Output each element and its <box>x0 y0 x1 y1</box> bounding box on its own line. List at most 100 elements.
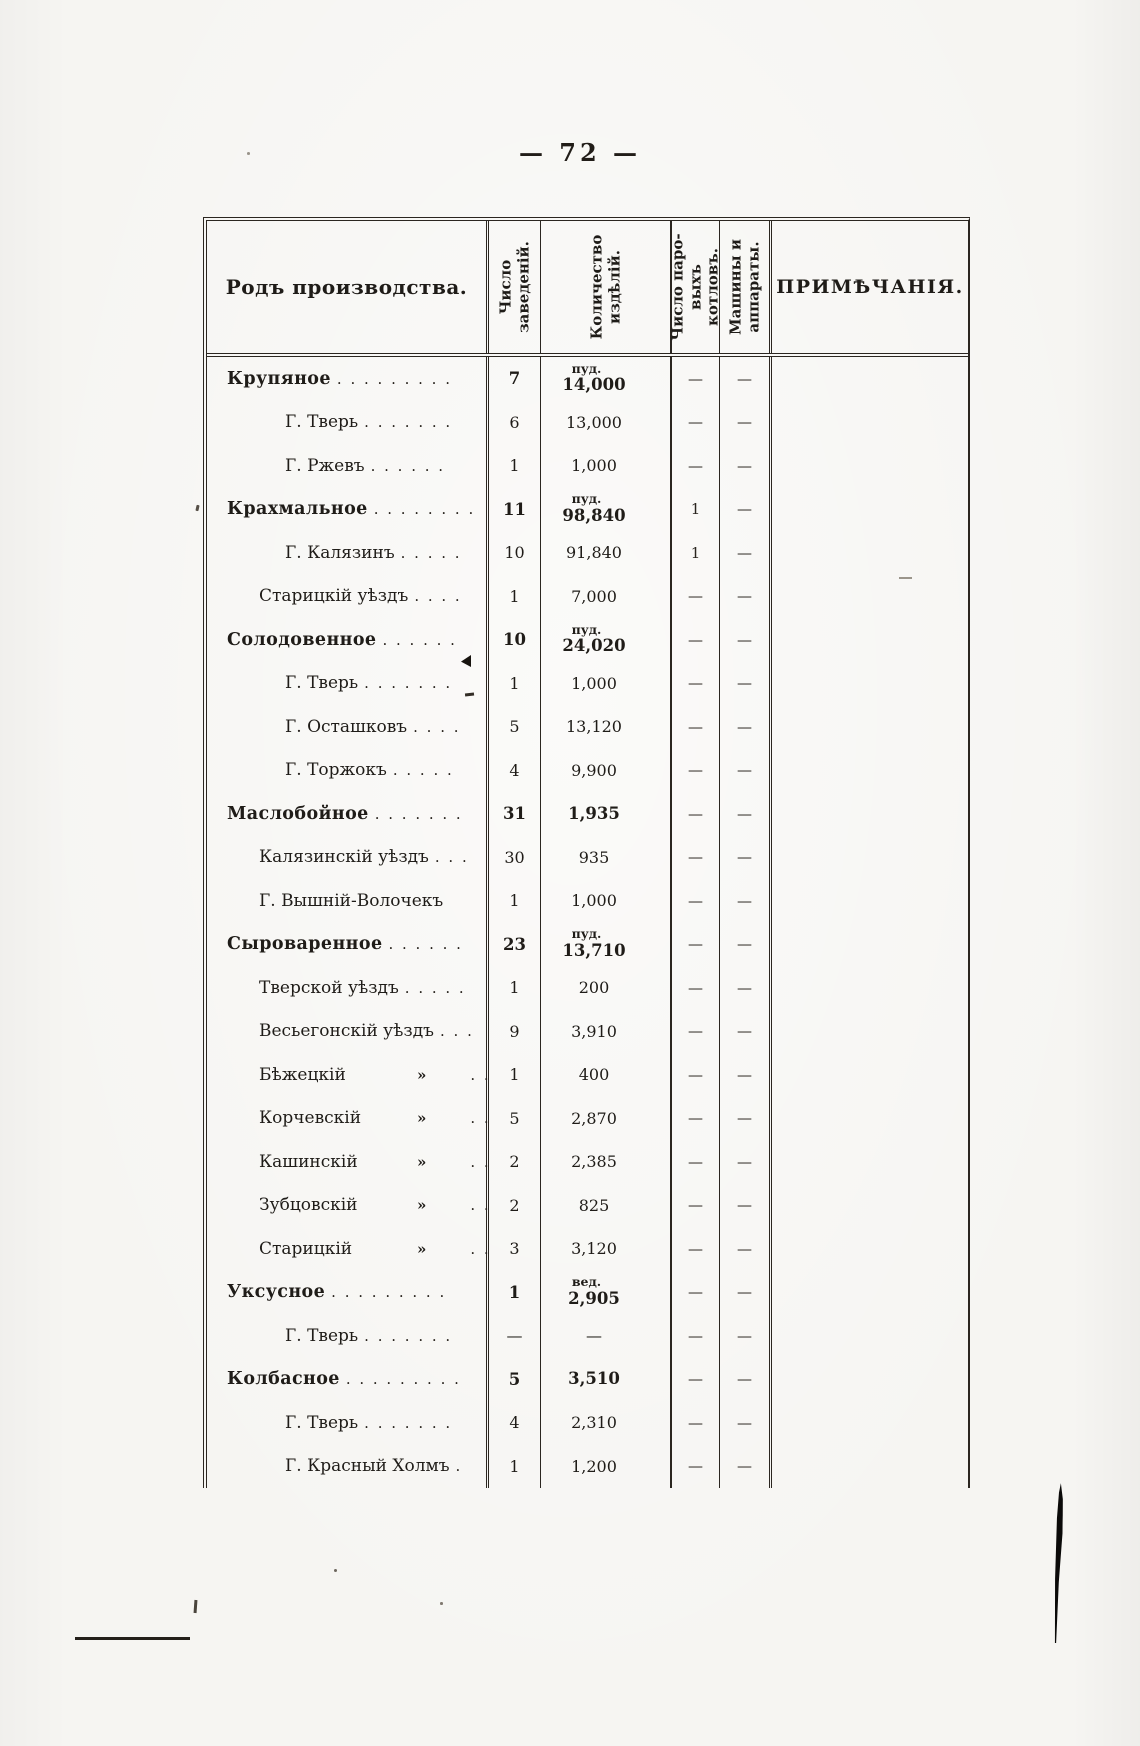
machines-cell: — <box>720 922 772 966</box>
establishments-count-cell: 10 <box>489 618 541 662</box>
production-type-inner: Кашинскій » . . <box>207 1152 491 1172</box>
steam-boilers-cell: — <box>672 1444 720 1488</box>
steam-boilers-cell: — <box>672 1096 720 1140</box>
header-production-type-label: Родъ производства. <box>225 275 468 299</box>
production-type-cell: Крахмальное . . . . . . . . <box>207 487 489 531</box>
notes-cell <box>772 1140 968 1184</box>
dot-leader: . . . . . . . <box>364 1413 453 1432</box>
quantity-value: 2,385 <box>571 1152 617 1172</box>
dot-leader: . . . . . . . . . <box>331 1283 447 1302</box>
quantity-value: 9,900 <box>571 760 617 780</box>
dot-leader: . <box>455 1457 463 1476</box>
production-type-cell: Г. Тверь . . . . . . . <box>207 400 489 444</box>
production-type-label: Бѣжецкій <box>259 1064 346 1085</box>
establishments-count-cell: 1 <box>489 1444 541 1488</box>
unit-label: пуд. <box>571 360 602 376</box>
production-type-label: Калязинскій уѣздъ <box>259 847 429 868</box>
production-type-cell: Маслобойное . . . . . . . <box>207 792 489 836</box>
header-notes-label: ПРИМѢЧАНІЯ. <box>776 276 964 298</box>
steam-boilers-cell: 1 <box>672 487 720 531</box>
quantity-value: 13,120 <box>566 717 622 737</box>
notes-cell <box>772 705 968 749</box>
ink-streak-artifact <box>1050 1483 1063 1643</box>
header-product-quantity-label: Количество издѣлій. <box>586 234 623 340</box>
production-type-inner: Г. Тверь . . . . . . . <box>207 1326 486 1346</box>
machines-cell: — <box>720 1227 772 1271</box>
production-type-label: Г. Калязинъ <box>285 542 395 563</box>
table-row: Маслобойное . . . . . . . 31 1,935 — — <box>207 792 968 836</box>
dot-leader: . . . . . . . <box>374 804 463 823</box>
notes-cell <box>772 966 968 1010</box>
product-quantity-cell: 1,000 <box>541 661 672 705</box>
table-header-row: Родъ производства. Число заведеній. Коли… <box>207 221 968 357</box>
production-type-label: Г. Тверь <box>285 673 359 694</box>
production-type-cell: Г. Тверь . . . . . . . <box>207 661 489 705</box>
production-type-cell: Тверской уѣздъ . . . . . <box>207 966 489 1010</box>
unit-label: пуд. <box>571 621 602 637</box>
table-row: Крахмальное. . . . . . . . 11 пуд. 98,840 1— <box>207 487 968 531</box>
dot-leader: . . <box>470 1065 491 1084</box>
dot-leader: . . . . . . <box>382 630 457 649</box>
production-type-label: Старицкій <box>259 1238 353 1259</box>
establishments-count-cell: 1 <box>489 966 541 1010</box>
product-quantity-cell: — <box>541 1314 672 1358</box>
quantity-value: 3,120 <box>571 1239 617 1259</box>
steam-boilers-cell: — <box>672 1053 720 1097</box>
dot-leader: . . . . . . . . . <box>336 369 452 388</box>
product-quantity-cell: пуд. 14,000 <box>541 357 672 401</box>
production-type-label: Крупяное <box>227 368 331 389</box>
header-production-type: Родъ производства. <box>207 221 489 353</box>
steam-boilers-cell: — <box>672 618 720 662</box>
production-type-inner: Весьегонскій уѣздъ . . . <box>207 1021 486 1041</box>
production-type-inner: Старицкій уѣздъ . . . . <box>207 586 486 606</box>
production-type-label: Корчевскій <box>259 1108 362 1129</box>
production-type-label: Колбасное <box>227 1369 340 1390</box>
machines-cell: — <box>720 966 772 1010</box>
dot-leader: . . <box>470 1152 491 1171</box>
production-type-cell: Старицкій » . . <box>207 1227 489 1271</box>
quantity-value: 825 <box>578 1195 610 1215</box>
header-machines-label: Машины и аппараты. <box>725 239 762 335</box>
product-quantity-cell: 7,000 <box>541 574 672 618</box>
establishments-count-cell: 30 <box>489 835 541 879</box>
table-row: Крупяное. . . . . . . . . 7 пуд. 14,000— — <box>207 357 968 401</box>
product-quantity-cell: 400 <box>541 1053 672 1097</box>
product-quantity-cell: 3,910 <box>541 1009 672 1053</box>
establishments-count-cell: 7 <box>489 357 541 401</box>
product-quantity-cell: пуд. 98,840 <box>541 487 672 531</box>
production-type-label: Уксусное <box>227 1282 326 1303</box>
notes-cell <box>772 357 968 401</box>
production-type-inner: Зубцовскій » . . <box>207 1195 491 1215</box>
machines-cell: — <box>720 1140 772 1184</box>
production-type-label: Г. Вышній-Волочекъ <box>259 890 444 911</box>
table-row: Бѣжецкій » . . 1 400 — — <box>207 1053 968 1097</box>
notes-cell <box>772 1097 968 1141</box>
product-quantity-cell: 13,120 <box>541 705 672 749</box>
table-row: Сыроваренное . . . . . . 23 пуд. 13,710— — <box>207 922 968 966</box>
production-type-inner: Г. Осташковъ . . . . <box>207 717 486 737</box>
production-type-cell: Солодовенное . . . . . . <box>207 618 489 662</box>
machines-cell: — <box>720 444 772 488</box>
production-type-cell: Зубцовскій » . . <box>207 1183 491 1227</box>
dot-leader: . . . . <box>414 587 462 606</box>
establishments-count-cell: 4 <box>489 748 541 792</box>
machines-cell: — <box>720 835 772 879</box>
table-row: Г. Тверь . . . . . . . 4 2,310 — — <box>207 1401 968 1445</box>
unit-label: пуд. <box>571 491 602 507</box>
production-type-label: Зубцовскій <box>259 1195 358 1216</box>
production-type-label: Старицкій уѣздъ <box>259 586 409 607</box>
product-quantity-cell: 2,870 <box>541 1096 672 1140</box>
table-row: Корчевскій » . . 5 2,870 — — <box>207 1096 968 1141</box>
steam-boilers-cell: — <box>672 1009 720 1053</box>
notes-cell <box>772 1010 968 1054</box>
steam-boilers-cell: — <box>672 1401 720 1445</box>
steam-boilers-cell: — <box>672 357 720 401</box>
table-body: Крупяное. . . . . . . . . 7 пуд. 14,000— — Г.… <box>207 357 968 1488</box>
machines-cell: — <box>720 1270 772 1314</box>
header-notes: ПРИМѢЧАНІЯ. <box>772 221 968 353</box>
production-type-cell: Бѣжецкій » . . <box>207 1053 489 1097</box>
table-row: Г. Торжокъ . . . . . 4 9,900— — <box>207 748 968 792</box>
steam-boilers-cell: — <box>672 1183 720 1227</box>
production-type-inner: Колбасное . . . . . . . . . <box>207 1369 486 1389</box>
notes-cell <box>772 1358 968 1402</box>
